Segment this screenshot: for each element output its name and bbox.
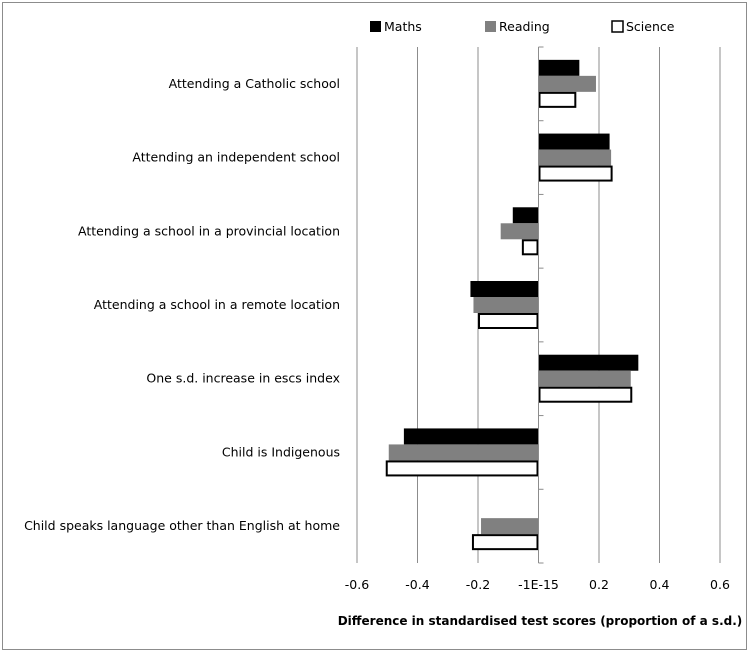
- legend-swatch-maths: [370, 21, 381, 32]
- bar-maths: [470, 281, 539, 297]
- legend: Maths Reading Science: [370, 19, 675, 34]
- legend-label-maths: Maths: [384, 19, 422, 34]
- x-tick-labels: -0.6 -0.4 -0.2 -1E-15 0.2 0.4 0.6: [345, 577, 730, 592]
- bar-reading: [538, 370, 631, 387]
- x-tick-label: -0.4: [405, 577, 429, 592]
- bar-science: [385, 460, 539, 477]
- bar-reading: [538, 149, 612, 166]
- category-label: Attending a Catholic school: [169, 76, 340, 91]
- legend-label-science: Science: [626, 19, 675, 34]
- bar-maths: [538, 354, 639, 371]
- bar-science: [478, 313, 539, 329]
- bars: [385, 59, 639, 551]
- bar-reading: [481, 518, 539, 535]
- bar-science: [538, 165, 613, 182]
- category-label: Attending an independent school: [132, 150, 340, 165]
- bar-science: [538, 386, 633, 403]
- category-labels: Attending a Catholic school Attending an …: [24, 76, 340, 533]
- category-label: Attending a school in a provincial locat…: [78, 223, 340, 238]
- bar-maths: [512, 207, 539, 224]
- category-label: Attending a school in a remote location: [94, 297, 340, 312]
- x-tick-label: 0.2: [589, 577, 609, 592]
- bar-maths: [538, 133, 610, 150]
- category-axis: [538, 46, 544, 564]
- bar-science: [521, 239, 539, 256]
- gridlines: [356, 47, 721, 563]
- bar-reading: [473, 297, 539, 313]
- legend-label-reading: Reading: [499, 19, 550, 34]
- category-label: One s.d. increase in escs index: [146, 371, 340, 386]
- x-axis-title: Difference in standardised test scores (…: [338, 614, 743, 628]
- x-tick-label: -0.6: [345, 577, 369, 592]
- bar-reading: [500, 223, 539, 240]
- category-label: Child is Indigenous: [222, 444, 340, 459]
- bar-reading: [388, 444, 539, 461]
- legend-swatch-reading: [485, 21, 496, 32]
- x-tick-label: 0.6: [710, 577, 730, 592]
- bar-reading: [538, 75, 596, 92]
- bar-maths: [403, 428, 539, 445]
- bar-science: [471, 534, 539, 551]
- x-tick-label: 0.4: [650, 577, 670, 592]
- x-tick-label: -1E-15: [518, 577, 559, 592]
- bar-science: [538, 91, 577, 108]
- chart-frame: [2, 2, 747, 650]
- legend-swatch-science: [611, 20, 624, 33]
- x-tick-label: -0.2: [466, 577, 490, 592]
- bar-maths: [538, 59, 580, 76]
- category-label: Child speaks language other than English…: [24, 518, 340, 533]
